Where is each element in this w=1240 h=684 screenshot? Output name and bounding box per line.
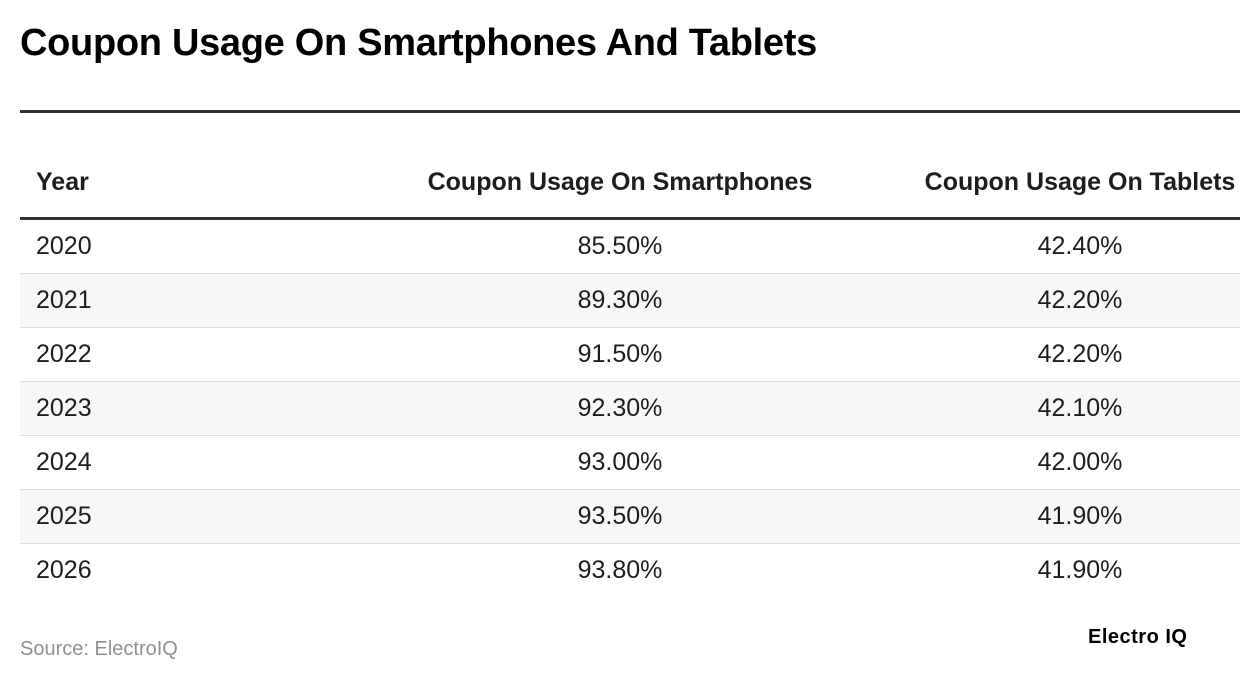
table-row: 2026 93.80% 41.90% [20, 544, 1240, 598]
table-cell: 41.90% [1037, 556, 1123, 584]
table-cell: 2025 [20, 489, 380, 544]
table-row: 2020 85.50% 42.40% [20, 218, 1240, 274]
table-cell: 89.30% [380, 273, 860, 328]
table-cell: 42.10% [860, 381, 1240, 436]
header-row: Year Coupon Usage On Smartphones Coupon … [20, 111, 1240, 219]
table-cell: 93.00% [380, 435, 860, 490]
table-row: 2021 89.30% 42.20% [20, 273, 1240, 328]
table-cell: 2024 [20, 435, 380, 490]
table-row: 2024 93.00% 42.00% [20, 435, 1240, 490]
table-cell: 41.90% [860, 489, 1240, 544]
table-cell: 2022 [20, 327, 380, 382]
column-header: Coupon Usage On Smartphones [427, 168, 813, 196]
data-table: Year Coupon Usage On Smartphones Coupon … [20, 110, 1240, 597]
source: Source: ElectroIQ [20, 638, 178, 660]
table-cell: 92.30% [380, 381, 860, 436]
table-cell: 2021 [20, 273, 380, 328]
table-cell: 93.50% [380, 489, 860, 544]
table-cell: 85.50% [380, 218, 860, 274]
column-header: Year [36, 168, 89, 196]
table-cell: 42.20% [860, 273, 1240, 328]
table-cell: 93.80% [577, 556, 663, 584]
title: Coupon Usage On Smartphones And Tablets [20, 22, 817, 64]
table-cell: 42.40% [860, 218, 1240, 274]
table-body: 2020 85.50% 42.40% 2021 89.30% 42.20% 2022 91.5… [20, 218, 1240, 598]
table-cell: 42.20% [860, 327, 1240, 382]
table-row: 2022 91.50% 42.20% [20, 327, 1240, 382]
table-row: 2023 92.30% 42.10% [20, 381, 1240, 436]
table-cell: 42.00% [860, 435, 1240, 490]
table-cell: 2020 [20, 218, 380, 274]
logo: Electro IQ [1088, 626, 1188, 648]
table-cell: 2023 [20, 381, 380, 436]
table-row: 2025 93.50% 41.90% [20, 489, 1240, 544]
table-cell: 91.50% [380, 327, 860, 382]
table-cell: 2026 [36, 556, 92, 584]
column-header: Coupon Usage On Tablets [924, 168, 1236, 196]
